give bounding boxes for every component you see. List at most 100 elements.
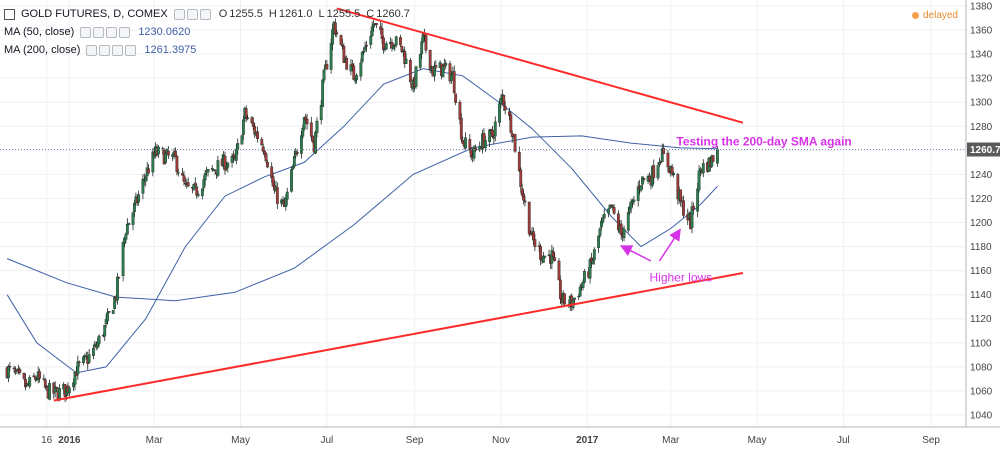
trendlines[interactable]: [0, 7, 966, 402]
candle-down[interactable]: [43, 377, 47, 390]
candle-down[interactable]: [659, 160, 663, 164]
candle-up[interactable]: [151, 148, 155, 177]
candle-up[interactable]: [701, 159, 705, 178]
candle-down[interactable]: [454, 93, 458, 106]
candle-down[interactable]: [682, 195, 685, 218]
candle-up[interactable]: [300, 130, 303, 159]
candle-down[interactable]: [174, 147, 177, 158]
candle-down[interactable]: [679, 189, 683, 207]
candle-up[interactable]: [200, 188, 204, 200]
candle-down[interactable]: [107, 311, 111, 314]
candle-down[interactable]: [213, 169, 217, 175]
candle-down[interactable]: [253, 122, 257, 139]
candle-up[interactable]: [290, 166, 293, 193]
candle-down[interactable]: [266, 159, 269, 169]
candle-up[interactable]: [355, 73, 358, 84]
candle-down[interactable]: [523, 195, 527, 207]
candle-up[interactable]: [464, 132, 467, 150]
candle-up[interactable]: [111, 309, 115, 315]
candle-down[interactable]: [260, 136, 264, 146]
candle-up[interactable]: [141, 174, 145, 200]
candle-up[interactable]: [550, 244, 554, 270]
candle-down[interactable]: [256, 126, 259, 143]
candle-up[interactable]: [176, 168, 180, 177]
candle-up[interactable]: [76, 355, 80, 380]
candle-down[interactable]: [408, 58, 412, 84]
candle-up[interactable]: [216, 155, 220, 178]
candle-down[interactable]: [563, 293, 567, 307]
candle-down[interactable]: [166, 146, 170, 159]
candle-down[interactable]: [311, 135, 315, 144]
candle-up[interactable]: [302, 116, 306, 132]
candle-up[interactable]: [133, 200, 136, 217]
candle-down[interactable]: [670, 164, 674, 176]
ma50-line[interactable]: [6, 68, 718, 374]
candle-up[interactable]: [450, 70, 453, 84]
visibility-toggle-icon[interactable]: [173, 8, 185, 20]
candle-up[interactable]: [588, 257, 592, 284]
ma200-close-icon[interactable]: [112, 44, 124, 56]
candle-up[interactable]: [360, 51, 364, 64]
candle-up[interactable]: [697, 165, 701, 193]
candle-up[interactable]: [314, 130, 317, 155]
candle-down[interactable]: [691, 202, 695, 215]
ma200-settings-icon[interactable]: [99, 44, 111, 56]
candle-down[interactable]: [458, 99, 462, 125]
candle-down[interactable]: [399, 34, 402, 47]
candle-down[interactable]: [390, 38, 394, 52]
candle-up[interactable]: [577, 293, 581, 301]
candle-down[interactable]: [662, 143, 666, 155]
candle-up[interactable]: [639, 185, 643, 193]
candle-down[interactable]: [527, 201, 531, 237]
candle-up[interactable]: [210, 165, 214, 172]
candle-up[interactable]: [321, 78, 325, 108]
candle-up[interactable]: [696, 182, 700, 218]
candle-down[interactable]: [452, 65, 456, 95]
candle-up[interactable]: [131, 211, 135, 231]
candle-down[interactable]: [38, 368, 42, 383]
candle-up[interactable]: [329, 38, 333, 74]
candle-down[interactable]: [186, 177, 190, 188]
candle-down[interactable]: [380, 22, 384, 45]
candle-down[interactable]: [305, 113, 309, 130]
candle-up[interactable]: [203, 169, 207, 186]
more-icon[interactable]: [199, 8, 211, 20]
candle-up[interactable]: [632, 196, 636, 206]
candle-down[interactable]: [264, 151, 268, 163]
candle-down[interactable]: [517, 146, 521, 172]
candle-up[interactable]: [144, 174, 148, 187]
candle-up[interactable]: [498, 99, 501, 127]
candle-up[interactable]: [349, 59, 353, 76]
candle-up[interactable]: [113, 296, 117, 310]
candle-down[interactable]: [558, 275, 562, 305]
candle-up[interactable]: [636, 181, 640, 207]
candle-up[interactable]: [369, 30, 373, 49]
ma200-more-icon[interactable]: [125, 44, 137, 56]
candle-up[interactable]: [157, 145, 160, 158]
candle-up[interactable]: [363, 41, 367, 53]
candle-down[interactable]: [503, 101, 507, 115]
candle-up[interactable]: [82, 355, 85, 366]
candle-down[interactable]: [275, 182, 279, 210]
candle-up[interactable]: [322, 68, 326, 84]
candle-down[interactable]: [539, 243, 542, 266]
candle-down[interactable]: [195, 183, 199, 199]
candle-up[interactable]: [672, 171, 675, 178]
candle-up[interactable]: [124, 232, 128, 244]
candle-up[interactable]: [121, 241, 125, 282]
candle-down[interactable]: [424, 33, 428, 54]
candle-down[interactable]: [335, 29, 339, 38]
candle-up[interactable]: [315, 117, 319, 138]
candle-up[interactable]: [106, 308, 109, 325]
candle-up[interactable]: [292, 150, 296, 169]
candle-up[interactable]: [285, 187, 289, 206]
candle-up[interactable]: [404, 53, 408, 64]
candle-up[interactable]: [241, 116, 245, 140]
candle-up[interactable]: [690, 201, 694, 234]
candle-up[interactable]: [597, 235, 600, 253]
candle-up[interactable]: [164, 152, 167, 165]
candle-up[interactable]: [583, 268, 586, 284]
candle-up[interactable]: [28, 375, 32, 389]
